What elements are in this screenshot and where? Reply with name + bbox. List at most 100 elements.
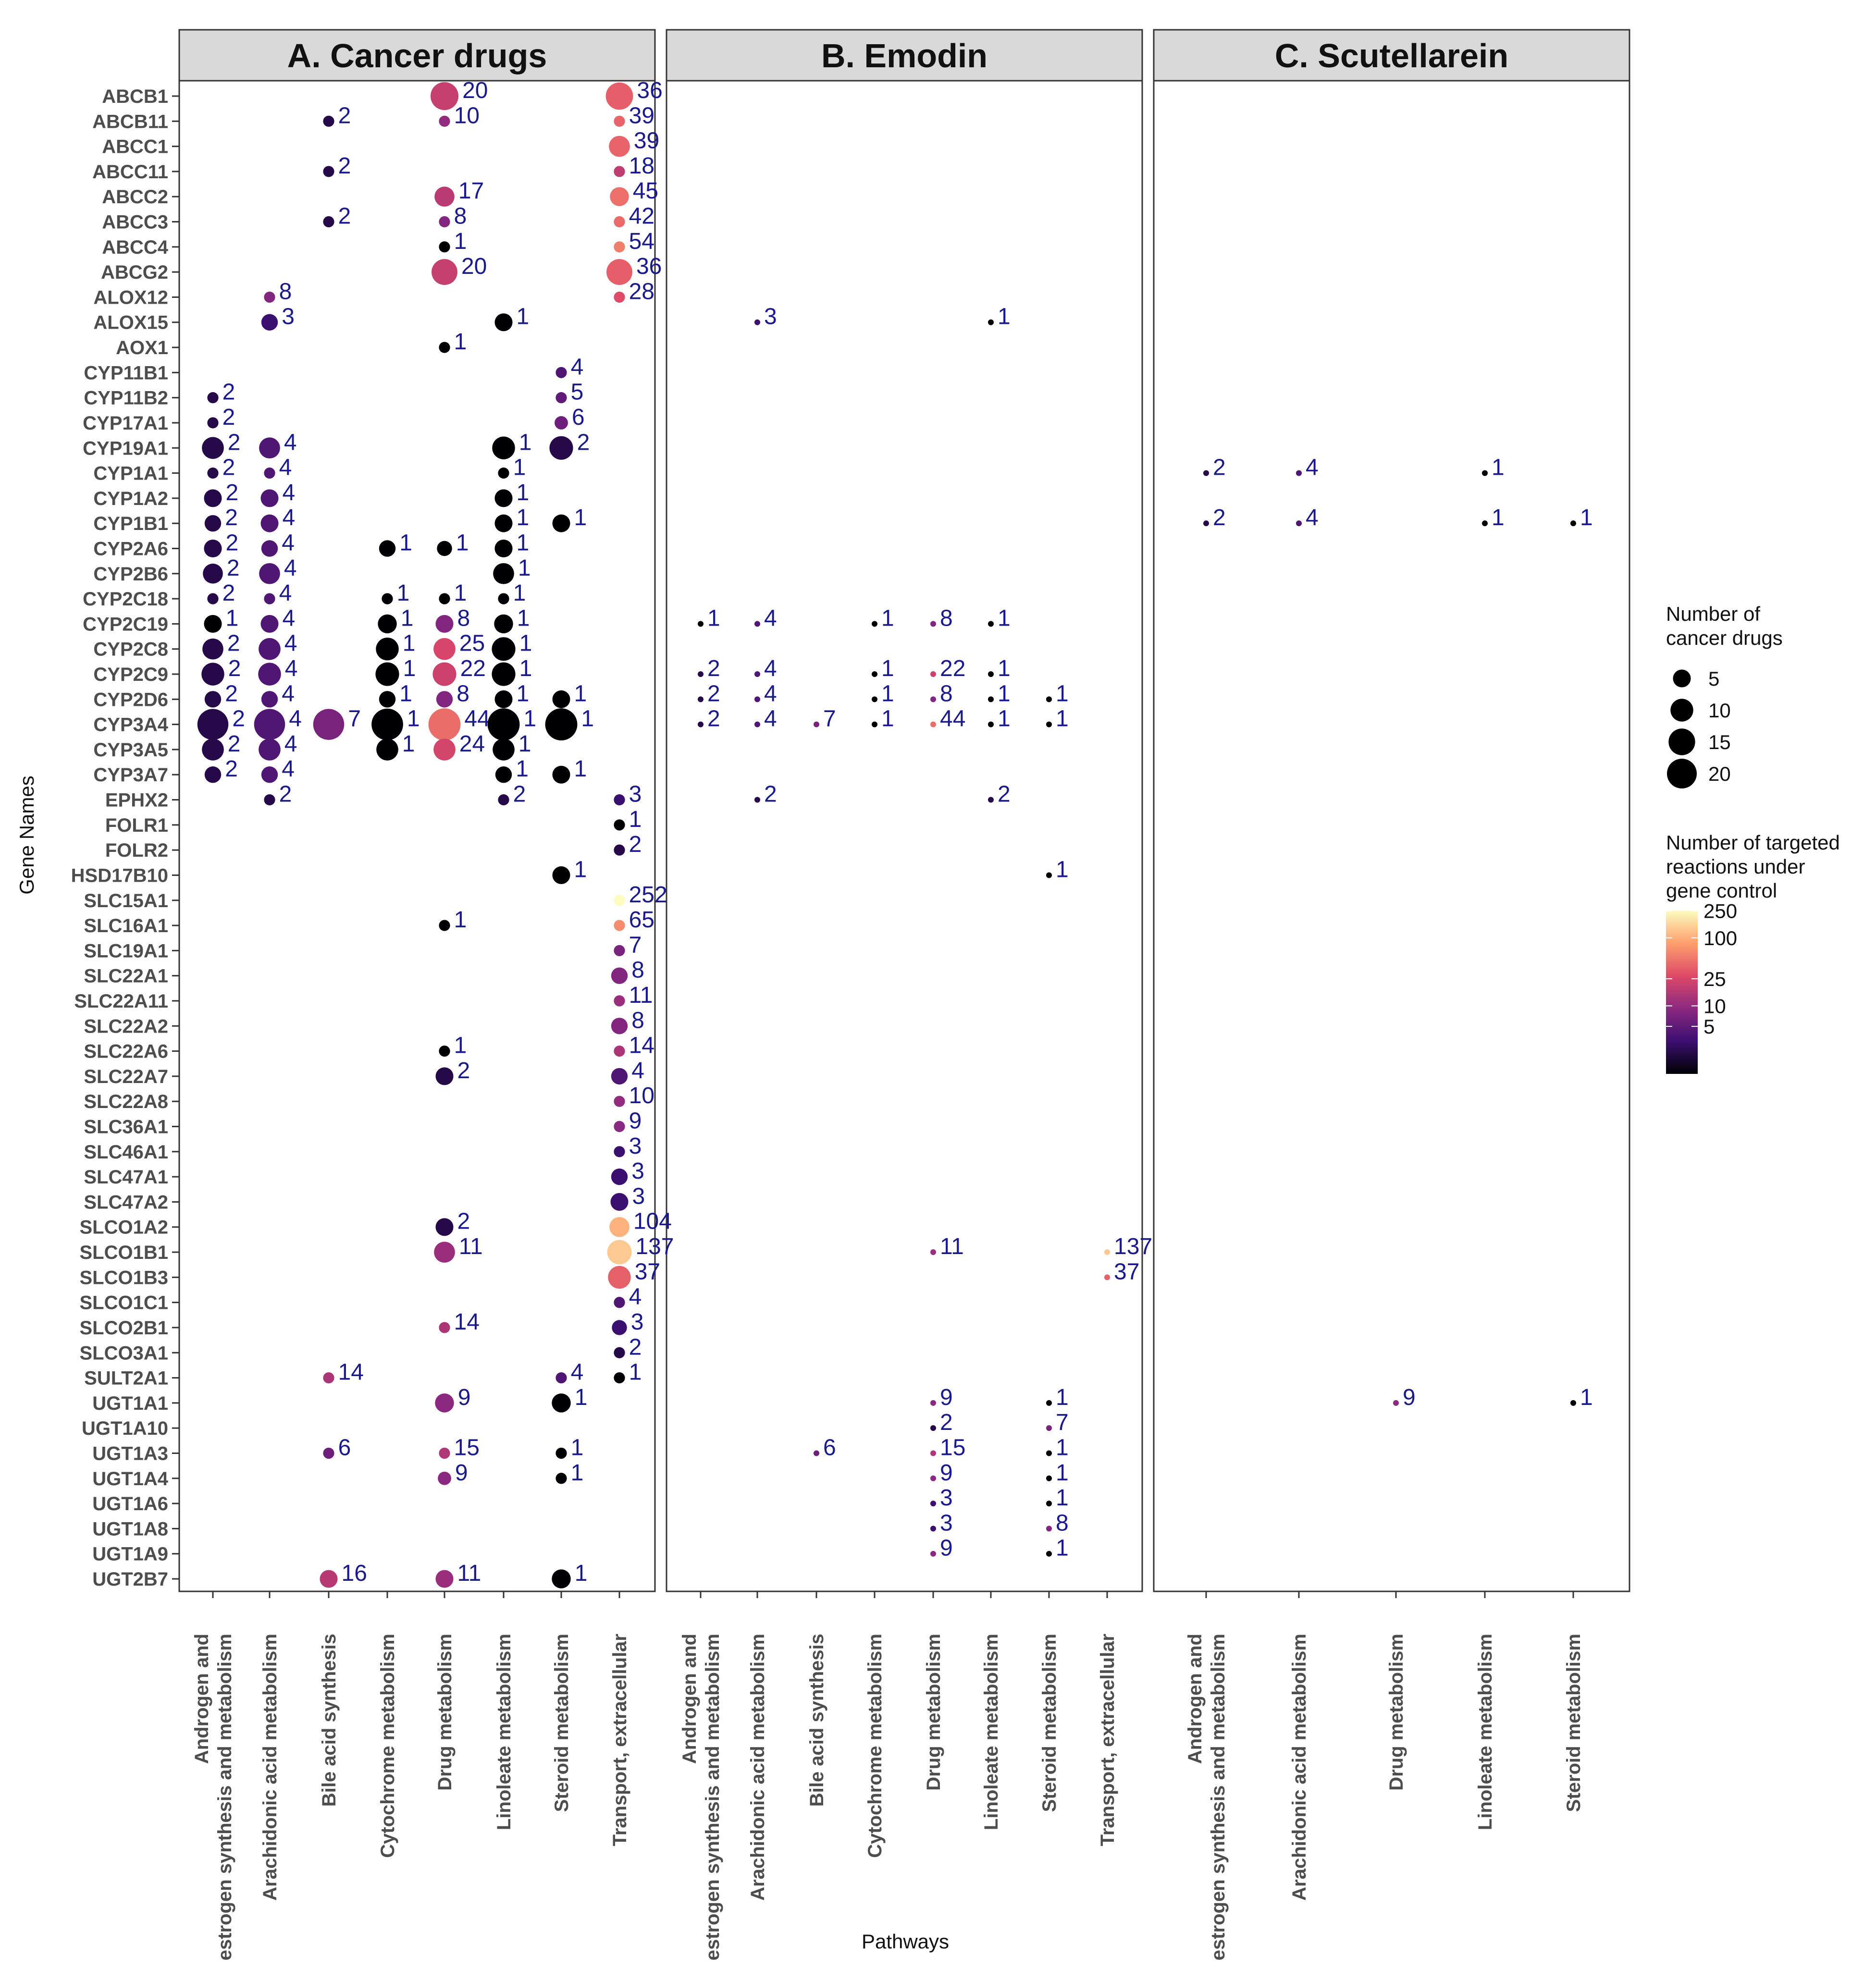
facet-strip bbox=[666, 29, 1143, 82]
point-label: 9 bbox=[455, 1460, 468, 1486]
point-abcc11 bbox=[323, 166, 334, 177]
point-label: 1 bbox=[998, 706, 1011, 732]
point-label: 1 bbox=[403, 656, 416, 681]
pathway-label: Cytochrome metabolism bbox=[864, 1634, 886, 1858]
point-cyp17a1 bbox=[555, 416, 568, 430]
point-ugt2b7 bbox=[320, 1570, 338, 1588]
panel-frames: A. Cancer drugs B. Emodin C. Scutellarein bbox=[178, 29, 1630, 1592]
point-label: 8 bbox=[1056, 1510, 1069, 1536]
point-label: 1 bbox=[1056, 706, 1069, 732]
point-cyp2c19 bbox=[260, 615, 279, 633]
gene-label: CYP19A1 bbox=[83, 438, 168, 459]
point-label: 1 bbox=[399, 530, 412, 555]
point-cyp2c19 bbox=[204, 615, 222, 633]
point-cyp11b1 bbox=[555, 367, 567, 378]
point-slco1b3 bbox=[1104, 1274, 1110, 1280]
point-label: 4 bbox=[764, 706, 777, 732]
point-label: 4 bbox=[283, 605, 296, 631]
point-label: 11 bbox=[459, 1234, 483, 1259]
point-label: 1 bbox=[998, 304, 1011, 330]
point-label: 3 bbox=[632, 1183, 645, 1209]
point-label: 4 bbox=[282, 756, 295, 782]
gene-label: ABCC2 bbox=[102, 186, 168, 208]
gene-label: FOLR1 bbox=[105, 815, 168, 836]
point-label: 4 bbox=[282, 681, 295, 706]
point-cyp2c18 bbox=[207, 593, 219, 604]
point-ugt1a4 bbox=[930, 1475, 936, 1481]
point-cyp1a2 bbox=[204, 489, 222, 507]
point-label: 9 bbox=[940, 1460, 953, 1486]
point-cyp3a4 bbox=[428, 708, 461, 741]
point-cyp19a1 bbox=[202, 437, 224, 459]
point-cyp11b2 bbox=[207, 392, 219, 404]
point-ugt1a6 bbox=[930, 1501, 936, 1507]
point-label: 1 bbox=[403, 631, 416, 656]
point-slco2b1 bbox=[612, 1320, 627, 1335]
point-label: 1 bbox=[402, 731, 415, 757]
point-slc22a6 bbox=[439, 1045, 450, 1057]
point-label: 1 bbox=[1056, 1460, 1069, 1486]
point-label: 10 bbox=[454, 103, 480, 128]
point-label: 1 bbox=[1580, 505, 1593, 530]
point-cyp3a7 bbox=[204, 766, 222, 783]
point-cyp2d6 bbox=[872, 696, 877, 702]
pathway-label: Bile acid synthesis bbox=[319, 1634, 340, 1807]
point-label: 1 bbox=[629, 1360, 642, 1385]
point-label: 2 bbox=[707, 656, 720, 681]
point-cyp2c19 bbox=[494, 614, 513, 634]
point-label: 1 bbox=[574, 857, 587, 882]
point-label: 2 bbox=[222, 455, 235, 480]
size-legend-label: 20 bbox=[1708, 763, 1731, 785]
gene-label: ABCC1 bbox=[102, 136, 168, 158]
point-label: 137 bbox=[635, 1234, 674, 1259]
point-label: 8 bbox=[940, 681, 953, 706]
point-label: 28 bbox=[629, 279, 654, 304]
point-cyp2d6 bbox=[698, 696, 704, 702]
point-label: 4 bbox=[631, 1058, 644, 1084]
point-label: 2 bbox=[998, 782, 1011, 807]
point-cyp2c18 bbox=[498, 593, 509, 604]
point-cyp2c8 bbox=[202, 638, 223, 660]
point-cyp3a4 bbox=[1046, 721, 1052, 727]
point-label: 4 bbox=[283, 480, 296, 505]
point-cyp1b1 bbox=[1203, 520, 1209, 527]
gene-label: SLCO1B1 bbox=[80, 1242, 169, 1263]
point-cyp2c19 bbox=[872, 621, 877, 627]
point-label: 37 bbox=[635, 1259, 660, 1284]
point-ugt1a3 bbox=[439, 1447, 450, 1459]
point-slc47a1 bbox=[611, 1168, 628, 1185]
point-label: 65 bbox=[629, 907, 654, 933]
gene-label: SULT2A1 bbox=[84, 1368, 168, 1389]
point-cyp2a6 bbox=[494, 539, 513, 558]
point-label: 17 bbox=[458, 178, 484, 204]
point-label: 1 bbox=[517, 505, 530, 530]
point-cyp3a7 bbox=[495, 766, 512, 783]
point-cyp3a5 bbox=[259, 739, 281, 761]
point-slco1b1 bbox=[930, 1249, 936, 1256]
pathway-label: Arachidonic acid metabolism bbox=[259, 1634, 281, 1901]
gene-label: CYP1A2 bbox=[93, 488, 168, 509]
point-abcc1 bbox=[609, 135, 630, 157]
point-label: 7 bbox=[823, 706, 836, 732]
gene-label: UGT1A9 bbox=[92, 1544, 168, 1565]
point-cyp1a2 bbox=[260, 489, 279, 507]
gene-label: SLC22A1 bbox=[84, 966, 168, 987]
point-label: 2 bbox=[940, 1410, 953, 1435]
point-label: 2 bbox=[338, 153, 351, 179]
point-folr1 bbox=[614, 819, 625, 831]
point-label: 16 bbox=[342, 1561, 367, 1586]
gene-label: SLC36A1 bbox=[84, 1117, 168, 1138]
panel-1 bbox=[178, 80, 656, 1592]
point-slc22a8 bbox=[614, 1096, 625, 1107]
point-label: 1 bbox=[881, 681, 894, 706]
point-alox12 bbox=[614, 291, 625, 303]
point-slco3a1 bbox=[614, 1347, 625, 1358]
point-label: 7 bbox=[348, 706, 361, 732]
point-label: 1 bbox=[397, 580, 410, 606]
point-label: 1 bbox=[454, 329, 467, 355]
point-abcc4 bbox=[614, 241, 625, 253]
point-abcb11 bbox=[439, 115, 450, 127]
point-cyp2a6 bbox=[437, 541, 452, 556]
point-label: 3 bbox=[764, 304, 777, 330]
gene-label: EPHX2 bbox=[105, 790, 168, 811]
